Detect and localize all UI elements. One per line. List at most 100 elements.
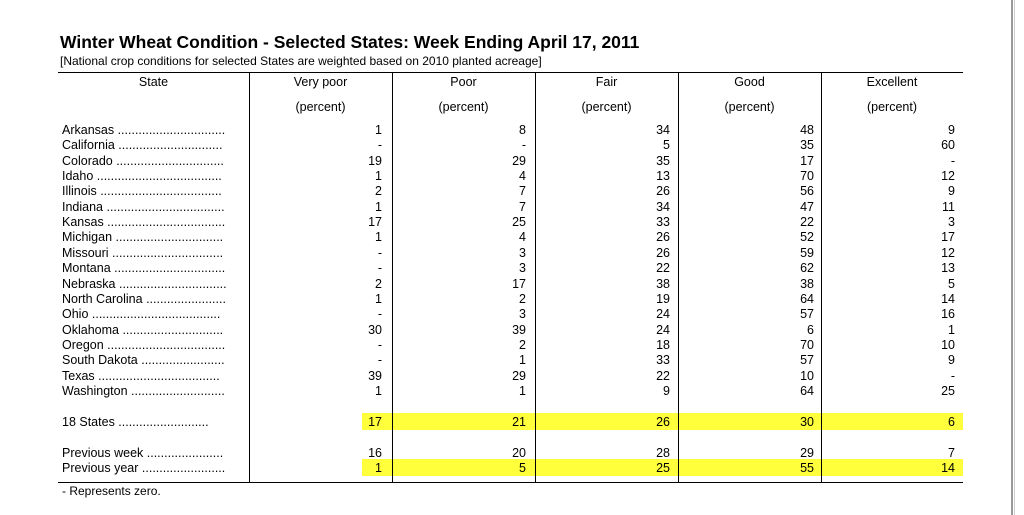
state-name: Idaho ..................................… (62, 169, 222, 184)
state-name: Michigan ............................... (62, 230, 224, 245)
table-cell: 2 (375, 184, 382, 199)
table-cell: 33 (656, 215, 670, 230)
table-cell: 17 (800, 153, 814, 168)
state-name: Oregon .................................… (62, 337, 226, 352)
table-cell: 70 (800, 337, 814, 352)
state-name: Kansas .................................… (62, 215, 226, 230)
table-cell: - (377, 353, 382, 368)
summary-label: 18 States .......................... (62, 415, 209, 429)
table-cell: 10 (941, 337, 955, 352)
table-cell: 19 (656, 291, 670, 306)
table-cell: - (950, 368, 955, 383)
table-cell: 1 (375, 291, 382, 306)
unit-label: (percent) (581, 100, 632, 114)
table-subtitle: [National crop conditions for selected S… (60, 54, 542, 68)
table-cell: 14 (941, 291, 955, 306)
column-header: Good (734, 75, 765, 89)
table-cell: 5 (663, 138, 670, 153)
table-cell: 18 (656, 337, 670, 352)
table-cell: 2 (375, 276, 382, 291)
highlight-band (362, 459, 963, 476)
column-header: State (138, 75, 169, 89)
state-name: Colorado ............................... (62, 153, 224, 168)
table-cell: 52 (800, 230, 814, 245)
column-separator (535, 72, 536, 483)
table-cell: 24 (656, 307, 670, 322)
table-cell: 4 (519, 169, 526, 184)
table-title: Winter Wheat Condition - Selected States… (60, 32, 640, 52)
column-header: Fair (595, 75, 618, 89)
state-name: North Carolina ....................... (62, 291, 226, 306)
table-cell: 34 (656, 199, 670, 214)
state-name: South Dakota ........................ (62, 353, 225, 368)
summary-cell: 6 (948, 415, 955, 429)
table-cell: 34 (656, 123, 670, 137)
column-separator (392, 72, 393, 483)
table-cell: 7 (519, 199, 526, 214)
table-cell: 29 (512, 153, 526, 168)
state-name: Nebraska ............................... (62, 276, 227, 291)
table-cell: 60 (941, 138, 955, 153)
summary-label: Previous year ........................ (62, 461, 226, 475)
table-cell: 22 (656, 368, 670, 383)
table-cell: 3 (948, 215, 955, 230)
state-name: Illinois ...............................… (62, 184, 222, 199)
summary-cell: 21 (512, 415, 526, 429)
state-name: Ohio ...................................… (62, 307, 221, 322)
table-cell: 9 (948, 123, 955, 137)
table-cell: 2 (519, 291, 526, 306)
table-cell: 22 (656, 261, 670, 276)
window-border (1011, 0, 1013, 515)
summary-cell: 28 (656, 446, 670, 460)
table-cell: 70 (800, 169, 814, 184)
table-cell: 4 (519, 230, 526, 245)
table-cell: 3 (519, 245, 526, 260)
table-cell: 9 (663, 383, 670, 398)
table-cell: 48 (800, 123, 814, 137)
column-separator (821, 72, 822, 483)
highlight-band (362, 413, 963, 430)
summary-cell: 1 (375, 461, 382, 475)
table-cell: 38 (656, 276, 670, 291)
window-border-shadow (1014, 0, 1015, 515)
table-cell: 22 (800, 215, 814, 230)
table-cell: 64 (800, 291, 814, 306)
summary-cell: 20 (512, 446, 526, 460)
table-cell: - (377, 337, 382, 352)
table-cell: 13 (941, 261, 955, 276)
column-separator (249, 72, 250, 483)
column-header: Very poor (293, 75, 348, 89)
table-cell: - (521, 138, 526, 153)
table-cell: 1 (375, 199, 382, 214)
table-cell: 5 (948, 276, 955, 291)
table-cell: 26 (656, 184, 670, 199)
summary-cell: 17 (368, 415, 382, 429)
table-cell: 6 (807, 322, 814, 337)
table-cell: - (377, 261, 382, 276)
header-top-rule (58, 72, 963, 73)
table-cell: 13 (656, 169, 670, 184)
table-cell: 10 (800, 368, 814, 383)
table-cell: 9 (948, 353, 955, 368)
table-cell: - (950, 153, 955, 168)
summary-cell: 7 (948, 446, 955, 460)
table-cell: 7 (519, 184, 526, 199)
state-name: Texas ..................................… (62, 368, 220, 383)
table-cell: 8 (519, 123, 526, 137)
summary-cell: 26 (656, 415, 670, 429)
table-cell: 1 (375, 230, 382, 245)
column-header: Excellent (866, 75, 918, 89)
table-cell: 1 (519, 383, 526, 398)
state-name: Oklahoma ............................. (62, 322, 224, 337)
table-cell: 59 (800, 245, 814, 260)
table-cell: 17 (368, 215, 382, 230)
table-cell: 35 (800, 138, 814, 153)
table-cell: 24 (656, 322, 670, 337)
table-cell: 1 (375, 123, 382, 137)
table-cell: - (377, 307, 382, 322)
table-cell: 64 (800, 383, 814, 398)
table-cell: 38 (800, 276, 814, 291)
state-name: Montana ................................ (62, 261, 226, 276)
summary-cell: 25 (656, 461, 670, 475)
unit-label: (percent) (295, 100, 346, 114)
